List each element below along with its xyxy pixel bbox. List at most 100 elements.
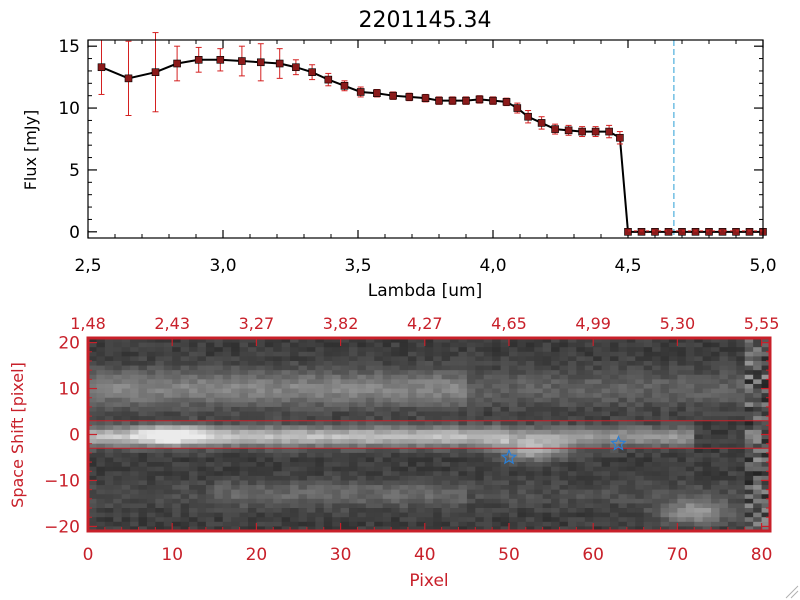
shift-tick-label: 20 [58,334,80,354]
image-cell [273,356,283,362]
image-cell [180,365,190,371]
image-cell [96,489,106,495]
image-cell [172,498,182,504]
image-cell [357,411,367,417]
image-cell [104,498,114,504]
image-cell [323,443,333,449]
image-cell [719,416,729,422]
image-cell [727,374,737,380]
image-cell [382,379,392,385]
image-cell [601,342,611,348]
image-cell [450,489,459,495]
image-cell [155,512,165,518]
image-cell [744,429,754,435]
image-cell [711,452,720,458]
image-cell [306,365,316,371]
image-cell [626,360,636,366]
image-cell [458,498,468,504]
image-cell [189,448,198,454]
image-cell [374,480,384,486]
image-cell [761,383,771,389]
image-cell [567,388,577,394]
image-cell [593,351,603,357]
data-point [502,98,511,106]
image-cell [677,338,687,343]
image-cell [450,466,459,472]
image-cell [146,360,156,366]
data-point [308,68,316,76]
image-cell [130,471,139,477]
image-cell [315,420,325,426]
image-cell [382,360,392,366]
image-cell [424,402,434,408]
image-cell [508,402,518,408]
image-cell [475,388,485,394]
image-cell [450,475,459,481]
image-cell [601,402,611,408]
image-cell [433,434,443,440]
image-cell [197,457,207,463]
image-cell [130,365,139,371]
image-cell [264,434,274,440]
image-cell [635,397,645,403]
image-cell [146,347,156,353]
image-cell [626,420,636,426]
image-cell [711,338,720,343]
image-cell [450,374,459,380]
image-cell [247,457,257,463]
image-cell [391,452,400,458]
image-cell [450,379,459,385]
image-cell [576,489,586,495]
image-cell [711,462,720,468]
image-cell [382,443,392,449]
image-cell [273,342,283,348]
image-cell [601,338,611,343]
image-cell [534,356,544,362]
image-cell [685,521,695,527]
image-cell [643,443,653,449]
image-cell [365,374,375,380]
image-cell [357,425,367,431]
image-cell [517,406,527,412]
image-cell [231,402,240,408]
image-cell [685,489,695,495]
image-cell [88,429,97,435]
image-cell [264,494,274,500]
image-cell [677,416,687,422]
image-cell [197,420,207,426]
image-cell [433,485,443,491]
image-cell [433,429,443,435]
image-cell [424,494,434,500]
image-cell [660,521,670,527]
image-cell [618,503,628,509]
image-cell [281,429,291,435]
image-cell [618,443,628,449]
image-cell [610,370,619,376]
image-cell [231,485,240,491]
image-cell [534,443,544,449]
image-cell [618,471,628,477]
image-cell [450,365,459,371]
image-cell [407,338,417,343]
image-cell [298,480,308,486]
image-cell [264,347,274,353]
image-cell [231,439,240,445]
image-cell [357,462,367,468]
image-cell [416,480,426,486]
pixel-axis-label: Pixel [409,571,448,591]
image-cell [727,411,737,417]
image-cell [96,411,106,417]
image-cell [753,512,762,518]
image-cell [374,439,384,445]
image-cell [542,365,552,371]
image-cell [172,508,182,514]
image-cell [247,351,257,357]
image-cell [382,517,392,523]
image-cell [138,471,148,477]
image-cell [205,512,215,518]
image-cell [458,475,468,481]
image-cell [138,452,148,458]
image-cell [416,503,426,509]
image-cell [761,379,771,385]
image-cell [407,402,417,408]
